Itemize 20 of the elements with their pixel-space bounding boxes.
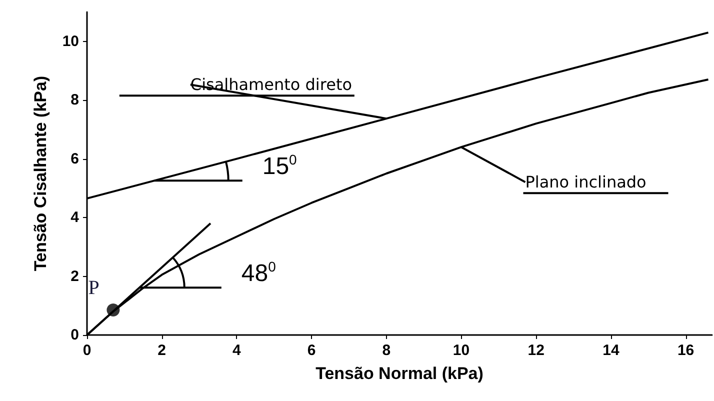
text: Cisalhamento direto (190, 75, 352, 94)
y-tick-label: 10 (62, 32, 79, 50)
text: Plano inclinado (525, 172, 646, 192)
x-tick-label: 12 (528, 342, 544, 359)
x-tick-label: 8 (382, 342, 391, 359)
y-tick-label: 2 (70, 268, 79, 285)
x-tick-label: 14 (602, 342, 620, 359)
y-axis-title: Tensão Cisalhante (kPa) (31, 76, 50, 272)
x-tick-label: 16 (677, 342, 694, 359)
x-axis-title: Tensão Normal (kPa) (316, 364, 484, 383)
y-tick-label: 4 (70, 209, 80, 226)
x-tick-label: 4 (232, 342, 242, 359)
y-tick-label: 8 (70, 92, 79, 109)
annotation: P (88, 277, 100, 300)
y-tick-label: 0 (70, 326, 79, 344)
x-tick-label: 0 (82, 342, 92, 359)
y-tick-label: 6 (70, 150, 79, 168)
x-tick-label: 6 (307, 342, 316, 359)
x-tick-label: 10 (452, 342, 470, 359)
x-tick-label: 2 (158, 342, 166, 359)
